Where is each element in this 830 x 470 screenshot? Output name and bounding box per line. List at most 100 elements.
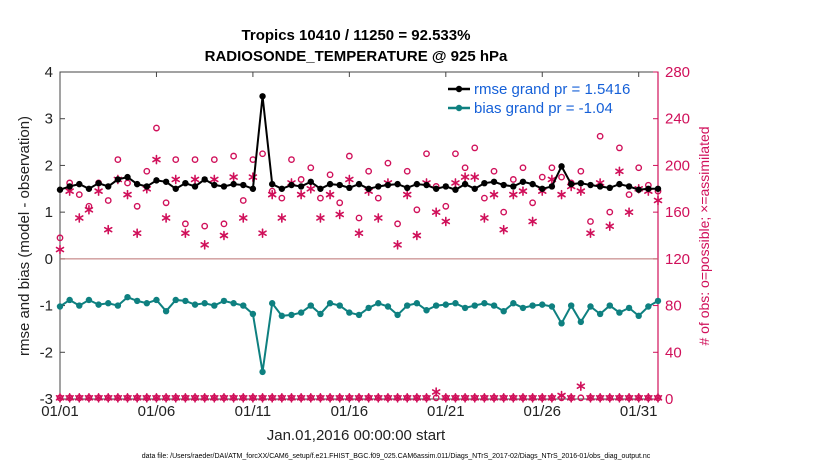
y-right-tick-label: 0 xyxy=(665,391,673,408)
obs-assimilated-point xyxy=(528,216,537,227)
bias-point xyxy=(490,302,498,309)
obs-assimilated-point xyxy=(624,207,634,217)
obs-possible-point xyxy=(56,234,64,242)
obs-assimilated-point xyxy=(460,393,470,403)
rmse-point xyxy=(625,183,633,190)
chart-title: Tropics 10410 / 11250 = 92.533% xyxy=(242,27,471,44)
bias-point xyxy=(201,300,208,307)
obs-assimilated-point xyxy=(615,166,624,177)
obs-possible-point xyxy=(587,218,594,225)
rmse-point xyxy=(423,181,430,189)
obs-possible-point xyxy=(558,173,565,181)
obs-assimilated-point xyxy=(499,393,508,403)
rmse-point xyxy=(539,185,546,192)
obs-assimilated-point xyxy=(55,244,65,255)
rmse-point xyxy=(394,180,401,188)
obs-assimilated-point xyxy=(451,178,460,188)
rmse-point xyxy=(56,186,64,193)
rmse-point xyxy=(577,179,585,187)
rmse-point xyxy=(365,185,372,192)
obs-assimilated-point xyxy=(123,393,132,403)
obs-possible-point xyxy=(471,144,479,152)
y-tick-label: 2 xyxy=(45,157,53,174)
obs-possible-point xyxy=(616,144,623,152)
obs-assimilated-point xyxy=(451,393,460,403)
obs-possible-point xyxy=(490,167,498,175)
bias-point xyxy=(76,302,83,309)
obs-possible-point xyxy=(509,176,517,183)
rmse-point xyxy=(529,180,536,188)
obs-possible-point xyxy=(230,152,238,160)
bias-point xyxy=(153,296,160,304)
x-axis-label: Jan.01,2016 00:00:00 start xyxy=(267,427,446,444)
obs-assimilated-point xyxy=(354,228,364,238)
bias-point xyxy=(500,307,507,315)
bias-point xyxy=(413,300,421,307)
obs-assimilated-point xyxy=(470,172,480,182)
obs-possible-point xyxy=(326,171,334,179)
bias-point xyxy=(519,304,527,312)
obs-assimilated-point xyxy=(499,224,508,235)
obs-assimilated-point xyxy=(152,393,161,403)
obs-possible-point xyxy=(355,214,363,222)
rmse-point xyxy=(558,163,565,170)
bias-point xyxy=(596,310,604,318)
obs-possible-point xyxy=(596,132,604,140)
obs-possible-point xyxy=(288,156,295,163)
obs-possible-point xyxy=(500,208,508,216)
y-right-tick-label: 160 xyxy=(665,204,690,221)
obs-assimilated-point xyxy=(55,393,65,403)
rmse-point xyxy=(66,183,73,190)
obs-assimilated-point xyxy=(383,393,393,403)
bias-point xyxy=(143,300,151,307)
obs-assimilated-point xyxy=(557,390,566,401)
bias-point xyxy=(394,311,401,319)
bias-point xyxy=(461,304,469,312)
obs-assimilated-point xyxy=(480,213,489,223)
bias-point xyxy=(442,301,450,308)
rmse-point xyxy=(76,180,83,188)
obs-possible-point xyxy=(394,220,401,228)
rmse-point xyxy=(105,183,112,190)
obs-assimilated-point xyxy=(431,207,441,217)
obs-assimilated-point xyxy=(306,183,316,194)
obs-assimilated-point xyxy=(624,393,634,403)
obs-assimilated-point xyxy=(374,213,383,223)
rmse-point xyxy=(596,183,604,190)
obs-assimilated-point xyxy=(509,393,518,403)
obs-assimilated-point xyxy=(200,393,209,403)
bias-point xyxy=(606,302,613,309)
obs-assimilated-point xyxy=(615,393,624,403)
bias-point xyxy=(423,307,430,314)
obs-assimilated-point xyxy=(316,393,325,403)
obs-assimilated-point xyxy=(84,205,94,215)
tick-layer: 01/01 01/06 01/11 01/16 01/21 01/26 01/31 -3 -2 -… xyxy=(40,64,690,420)
obs-assimilated-point xyxy=(634,393,643,403)
rmse-point xyxy=(461,180,469,188)
rmse-point xyxy=(548,183,556,190)
bias-point xyxy=(278,312,286,320)
obs-assimilated-point xyxy=(287,393,296,403)
obs-possible-point xyxy=(104,197,112,204)
obs-possible-point xyxy=(210,156,218,163)
obs-possible-point xyxy=(538,173,546,181)
y-tick-label: -2 xyxy=(40,344,53,361)
bias-point xyxy=(471,302,478,309)
obs-assimilated-point xyxy=(576,186,586,196)
y-right-axis-label: # of obs: o=possible; ×=assimilated xyxy=(696,126,712,345)
obs-assimilated-point xyxy=(335,209,344,220)
obs-assimilated-point xyxy=(393,393,402,403)
rmse-point xyxy=(481,179,488,187)
rmse-point xyxy=(567,180,575,188)
x-tick-label: 01/16 xyxy=(331,403,369,420)
bias-point xyxy=(114,302,122,309)
bias-point xyxy=(240,302,247,309)
bias-point xyxy=(539,301,546,308)
obs-assimilated-point xyxy=(364,393,373,403)
obs-assimilated-point xyxy=(547,393,557,403)
obs-assimilated-point xyxy=(258,228,267,238)
obs-assimilated-point xyxy=(75,213,84,223)
x-tick-label: 01/21 xyxy=(427,403,465,420)
bias-point xyxy=(95,301,102,308)
rmse-point xyxy=(471,185,478,192)
